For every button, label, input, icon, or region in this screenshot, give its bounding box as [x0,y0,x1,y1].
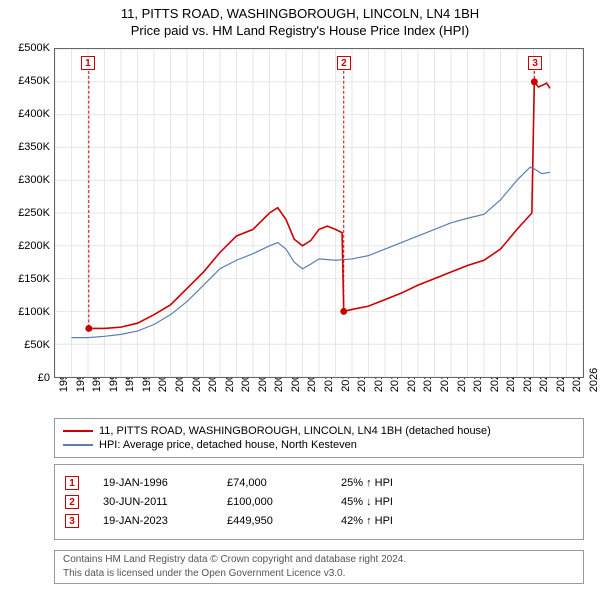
chart-plot-area [54,48,584,378]
y-axis-tick-label: £50K [24,339,50,351]
y-axis-tick-label: £0 [38,372,50,384]
footer-line: Contains HM Land Registry data © Crown c… [63,553,575,567]
chart-container: 11, PITTS ROAD, WASHINGBOROUGH, LINCOLN,… [0,0,600,590]
title-block: 11, PITTS ROAD, WASHINGBOROUGH, LINCOLN,… [0,0,600,40]
attribution-footer: Contains HM Land Registry data © Crown c… [54,550,584,584]
chart-marker-icon: 3 [528,56,542,70]
transaction-row: 1 19-JAN-1996 £74,000 25% ↑ HPI [65,476,573,490]
chart-marker-icon: 2 [337,56,351,70]
y-axis-tick-label: £300K [18,174,50,186]
transaction-marker-icon: 2 [65,495,79,509]
legend-label: HPI: Average price, detached house, Nort… [99,439,357,451]
legend-box: 11, PITTS ROAD, WASHINGBOROUGH, LINCOLN,… [54,418,584,458]
chart-svg [55,49,583,377]
y-axis-tick-label: £350K [18,141,50,153]
transaction-row: 2 30-JUN-2011 £100,000 45% ↓ HPI [65,495,573,509]
y-axis-tick-label: £200K [18,240,50,252]
y-axis-tick-label: £500K [18,42,50,54]
y-axis-tick-label: £250K [18,207,50,219]
transaction-pct: 42% ↑ HPI [341,515,393,527]
title-subtitle: Price paid vs. HM Land Registry's House … [0,23,600,38]
legend-swatch [63,444,93,446]
y-axis-tick-label: £400K [18,108,50,120]
transaction-marker-icon: 3 [65,514,79,528]
x-axis-tick-label: 2026 [588,368,600,392]
title-address: 11, PITTS ROAD, WASHINGBOROUGH, LINCOLN,… [0,6,600,21]
transaction-price: £100,000 [227,496,317,508]
y-axis-tick-label: £450K [18,75,50,87]
transaction-pct: 45% ↓ HPI [341,496,393,508]
transaction-price: £74,000 [227,477,317,489]
transaction-date: 19-JAN-1996 [103,477,203,489]
transaction-row: 3 19-JAN-2023 £449,950 42% ↑ HPI [65,514,573,528]
transaction-pct: 25% ↑ HPI [341,477,393,489]
transaction-price: £449,950 [227,515,317,527]
transaction-marker-icon: 1 [65,476,79,490]
legend-row: 11, PITTS ROAD, WASHINGBOROUGH, LINCOLN,… [63,425,575,437]
legend-label: 11, PITTS ROAD, WASHINGBOROUGH, LINCOLN,… [99,425,491,437]
legend-swatch [63,430,93,432]
transactions-table: 1 19-JAN-1996 £74,000 25% ↑ HPI 2 30-JUN… [54,464,584,540]
y-axis-tick-label: £100K [18,306,50,318]
y-axis-tick-label: £150K [18,273,50,285]
legend-row: HPI: Average price, detached house, Nort… [63,439,575,451]
transaction-date: 30-JUN-2011 [103,496,203,508]
transaction-date: 19-JAN-2023 [103,515,203,527]
chart-marker-icon: 1 [81,56,95,70]
footer-line: This data is licensed under the Open Gov… [63,567,575,581]
